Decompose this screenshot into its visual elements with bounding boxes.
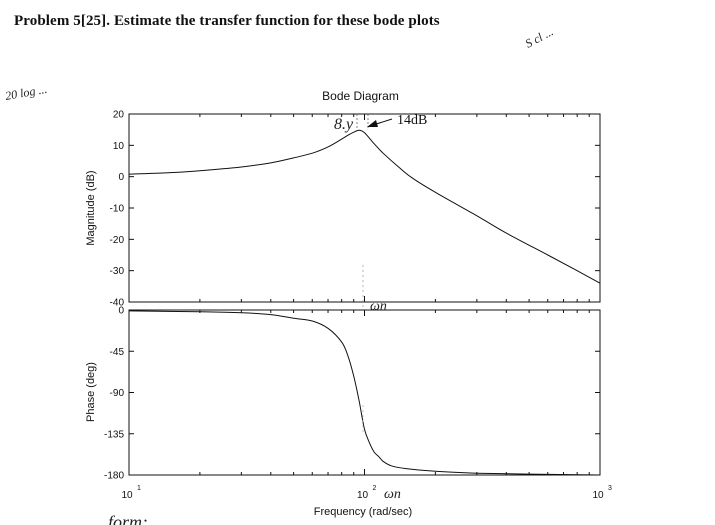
handwritten-left-note: 20 log ... <box>4 82 48 103</box>
magnitude-tick-label: -40 <box>110 298 125 309</box>
magnitude-curve <box>128 129 601 284</box>
handwritten-right-note: S cl ... <box>523 24 556 50</box>
frequency-tick-label: 10 <box>592 490 604 501</box>
frequency-tick-exponent: 1 <box>137 485 141 492</box>
frequency-tick-label: 10 <box>357 490 369 501</box>
frequency-tick-label: 10 <box>121 490 133 501</box>
phase-axis-label: Phase (deg) <box>85 362 97 422</box>
frequency-tick-exponent: 3 <box>608 485 612 492</box>
annotation-arrowhead <box>367 120 378 127</box>
handwritten-bottom-note: ... form: <box>90 512 148 525</box>
phase-tick-label: -135 <box>104 429 124 440</box>
magnitude-axis-label: Magnitude (dB) <box>85 170 97 245</box>
problem-statement: Problem 5[25]. Estimate the transfer fun… <box>14 13 440 29</box>
phase-tick-label: -180 <box>104 471 124 482</box>
chart-title: Bode Diagram <box>322 89 399 103</box>
handwritten-peak-note: 8.y <box>334 116 354 133</box>
phase-plot-frame <box>128 309 601 476</box>
magnitude-tick-label: -30 <box>110 266 125 277</box>
magnitude-tick-label: 20 <box>113 110 125 121</box>
magnitude-tick-label: -10 <box>110 204 125 215</box>
handwritten-wn-axis: ωn <box>384 487 401 502</box>
magnitude-tick-label: 0 <box>118 172 124 183</box>
phase-curve <box>128 310 601 476</box>
magnitude-plot-frame <box>128 113 601 303</box>
peak-annotation: 14dB <box>397 113 427 128</box>
frequency-tick-exponent: 2 <box>373 485 377 492</box>
phase-tick-label: 0 <box>118 306 124 317</box>
handwritten-wn-mark: ωn <box>370 299 387 314</box>
magnitude-tick-label: -20 <box>110 235 125 246</box>
phase-tick-label: -45 <box>110 347 125 358</box>
frequency-axis-label: Frequency (rad/sec) <box>314 506 412 518</box>
phase-tick-label: -90 <box>110 388 125 399</box>
magnitude-tick-label: 10 <box>113 141 125 152</box>
